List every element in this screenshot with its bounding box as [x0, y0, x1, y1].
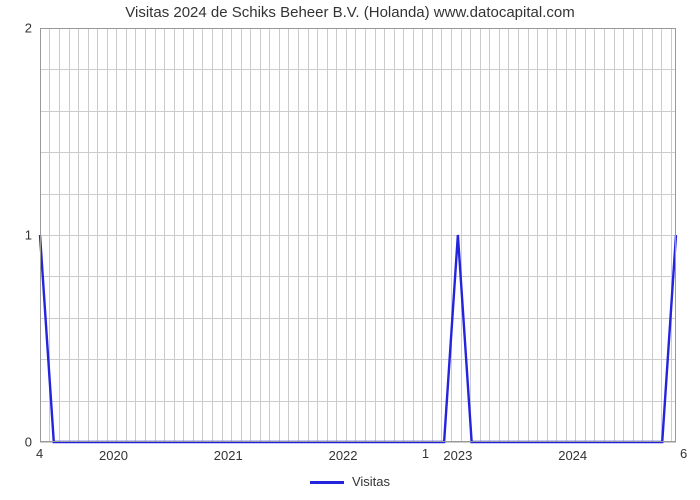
legend: Visitas: [0, 474, 700, 489]
corner-label-far-right: 6: [680, 446, 687, 461]
corner-label-over-x-1: 1: [422, 446, 429, 461]
x-tick-label: 2022: [329, 448, 358, 463]
chart-title: Visitas 2024 de Schiks Beheer B.V. (Hola…: [0, 4, 700, 21]
x-tick-label: 2023: [443, 448, 472, 463]
plot-area: 012 20202021202220232024: [40, 28, 676, 442]
x-tick-label: 2024: [558, 448, 587, 463]
legend-label: Visitas: [352, 474, 390, 489]
corner-label-bottom-left: 4: [36, 446, 43, 461]
y-tick-label: 0: [25, 435, 32, 450]
y-tick-label: 1: [25, 228, 32, 243]
y-tick-label: 2: [25, 21, 32, 36]
data-series: [40, 28, 676, 442]
x-tick-label: 2020: [99, 448, 128, 463]
x-tick-label: 2021: [214, 448, 243, 463]
legend-swatch: [310, 481, 344, 484]
